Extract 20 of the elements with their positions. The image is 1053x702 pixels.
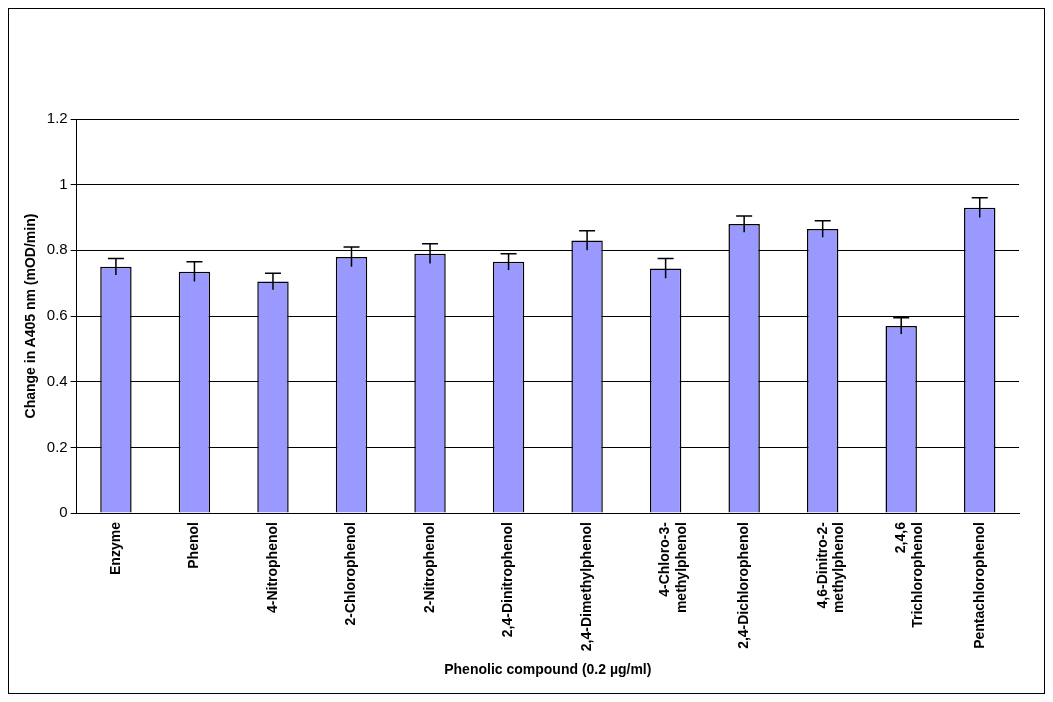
y-tick-label: 1.2 xyxy=(46,109,68,127)
x-tick-label: 2-Chlorophenol xyxy=(342,522,359,626)
x-tick-label: Enzyme xyxy=(106,521,123,575)
y-tick-label: 0.6 xyxy=(46,306,68,324)
y-axis-title: Change in A405 nm (mOD/min) xyxy=(22,213,39,419)
x-tick-label: 2-Nitrophenol xyxy=(420,522,437,614)
y-tick-label: 1 xyxy=(59,174,68,192)
x-tick-label: 4-Nitrophenol xyxy=(263,522,280,614)
x-tick-label: 4,6-Dinitro-2-methylphenol xyxy=(813,521,847,614)
x-tick-label: 2,4-Dichlorophenol xyxy=(735,522,752,649)
x-tick-label: 2,4-Dinitrophenol xyxy=(499,522,516,638)
x-tick-label: 2,4-Dimethylphenol xyxy=(577,522,594,652)
y-tick-label: 0 xyxy=(59,503,68,521)
y-tick-label: 0.8 xyxy=(46,240,68,258)
x-axis-title: Phenolic compound (0.2 µg/ml) xyxy=(444,661,652,678)
y-tick-label: 0.4 xyxy=(46,371,68,389)
x-tick-label: Pentachlorophenol xyxy=(970,522,987,649)
x-tick-label: Phenol xyxy=(185,522,202,569)
y-tick-label: 0.2 xyxy=(46,437,68,455)
x-tick-label: 4-Chloro-3-methylphenol xyxy=(656,521,690,614)
